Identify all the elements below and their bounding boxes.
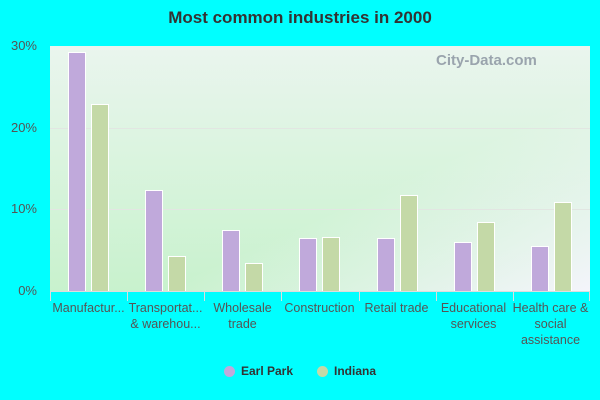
x-axis (50, 291, 590, 292)
x-tick (589, 291, 590, 301)
bar-earl-park[interactable] (299, 237, 318, 291)
x-tick (435, 291, 437, 301)
legend-item-earl-park[interactable]: Earl Park (223, 364, 294, 378)
bar-earl-park[interactable] (68, 51, 86, 291)
plot-area: City-Data.com (50, 46, 590, 291)
gridline-20 (50, 128, 590, 129)
y-tick-20: 20% (10, 120, 37, 135)
bar-indiana[interactable] (168, 255, 187, 291)
legend-label: Earl Park (240, 364, 294, 378)
y-tick-0: 0% (18, 283, 37, 298)
x-tick (358, 291, 360, 301)
y-tick-10: 10% (10, 201, 37, 216)
chart-title: Most common industries in 2000 (168, 8, 432, 27)
y-tick-30: 30% (10, 38, 37, 53)
x-tick (512, 291, 514, 301)
bar-earl-park[interactable] (145, 189, 164, 291)
bar-indiana[interactable] (91, 103, 109, 291)
bar-earl-park[interactable] (222, 229, 241, 291)
x-label-retail: Retail trade (364, 301, 429, 315)
legend-item-indiana[interactable]: Indiana (317, 364, 376, 378)
bar-indiana[interactable] (553, 201, 572, 291)
x-label-manufacturing: Manufactur... (52, 301, 125, 315)
x-tick (127, 291, 129, 301)
bar-earl-park[interactable] (376, 237, 395, 291)
legend-label: Indiana (334, 364, 377, 378)
legend: Earl Park Indiana (0, 364, 600, 378)
bar-indiana[interactable] (399, 194, 418, 291)
x-label-wholesale: Wholesale trade (213, 301, 272, 331)
bar-indiana[interactable] (322, 237, 341, 291)
legend-dot-icon (223, 365, 235, 377)
x-tick (204, 291, 206, 301)
gridline-10 (50, 209, 590, 210)
x-label-construction: Construction (284, 301, 355, 315)
bar-earl-park[interactable] (530, 246, 549, 291)
x-label-health-care: Health care & social assistance (512, 301, 589, 347)
legend-dot-icon (317, 365, 329, 377)
watermark: City-Data.com (436, 52, 537, 69)
bar-indiana[interactable] (476, 222, 495, 291)
x-tick (281, 291, 283, 301)
bar-earl-park[interactable] (453, 242, 472, 291)
x-label-transportation: Transportat... & warehou... (128, 301, 203, 331)
x-tick (50, 291, 51, 301)
x-label-educational: Educational services (440, 301, 507, 331)
bar-indiana[interactable] (245, 263, 264, 291)
